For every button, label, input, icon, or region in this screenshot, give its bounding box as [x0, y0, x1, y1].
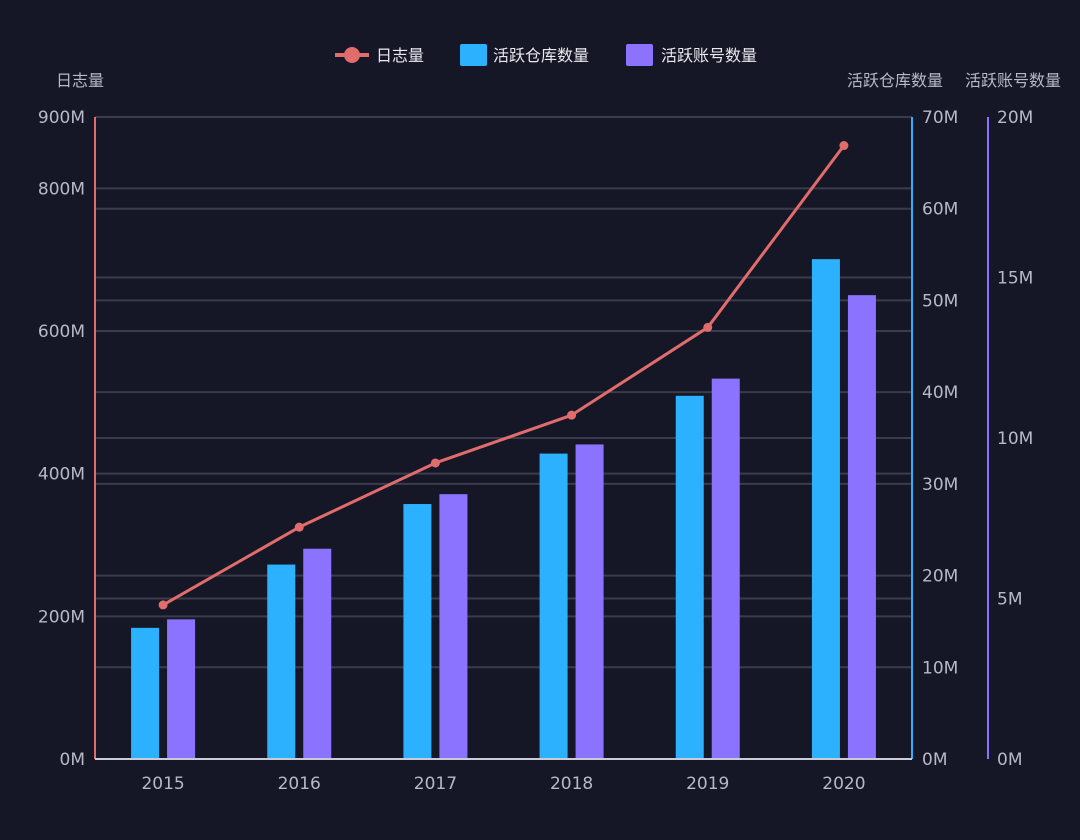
bar-account-2018: [575, 444, 604, 759]
right-axis-tick-label: 50M: [922, 291, 958, 311]
far-right-axis-title: 活跃账号数量: [965, 71, 1061, 90]
point-log-2020: [839, 141, 849, 151]
bar-repo-2015: [131, 627, 160, 759]
legend-swatch-repo: [460, 44, 487, 66]
bar-account-2016: [303, 548, 332, 759]
bar-account-2019: [711, 378, 740, 759]
x-tick-label: 2018: [550, 774, 593, 794]
bar-repo-2019: [675, 395, 704, 759]
legend-label-account: 活跃账号数量: [661, 46, 757, 65]
bar-repo-2018: [539, 453, 568, 759]
x-tick-label: 2015: [141, 774, 184, 794]
right-axis-tick-label: 70M: [922, 108, 958, 128]
bar-repo-2020: [811, 259, 840, 759]
legend-label-repo: 活跃仓库数量: [493, 46, 589, 65]
bar-account-2020: [847, 295, 876, 759]
x-tick-label: 2019: [686, 774, 729, 794]
line-log-volume: [162, 144, 846, 607]
bar-repo-2017: [403, 504, 432, 759]
far-right-axis-tick-label: 10M: [997, 429, 1033, 449]
bar-account-2017: [439, 494, 468, 759]
point-log-2018: [567, 410, 577, 420]
left-axis-title: 日志量: [56, 71, 104, 90]
left-axis-tick-label: 800M: [38, 179, 85, 199]
x-tick-label: 2020: [822, 774, 865, 794]
right-axis-tick-label: 10M: [922, 658, 958, 678]
right-axis-tick-label: 0M: [922, 750, 947, 770]
far-right-axis-tick-label: 0M: [997, 750, 1022, 770]
far-right-axis-tick-label: 5M: [997, 590, 1022, 610]
point-log-2015: [158, 600, 168, 610]
far-right-axis-tick-label: 15M: [997, 269, 1033, 289]
left-axis-tick-label: 400M: [38, 465, 85, 485]
right-axis-tick-label: 30M: [922, 475, 958, 495]
far-right-axis-tick-label: 20M: [997, 108, 1033, 128]
legend-line-dot: [344, 47, 360, 63]
x-tick-label: 2017: [414, 774, 457, 794]
right-axis-tick-label: 60M: [922, 200, 958, 220]
left-axis-tick-label: 900M: [38, 108, 85, 128]
left-axis-tick-label: 200M: [38, 607, 85, 627]
point-log-2016: [294, 522, 304, 532]
right-axis-tick-label: 40M: [922, 383, 958, 403]
point-log-2019: [703, 322, 713, 332]
x-tick-label: 2016: [278, 774, 321, 794]
bar-repo-2016: [267, 564, 296, 759]
point-log-2017: [430, 458, 440, 468]
legend-swatch-account: [626, 44, 653, 66]
left-axis-tick-label: 0M: [60, 750, 85, 770]
bar-account-2015: [167, 619, 196, 759]
right-axis-tick-label: 20M: [922, 567, 958, 587]
legend-label-log: 日志量: [376, 46, 424, 65]
right-axis-title: 活跃仓库数量: [847, 71, 943, 90]
left-axis-tick-label: 600M: [38, 322, 85, 342]
